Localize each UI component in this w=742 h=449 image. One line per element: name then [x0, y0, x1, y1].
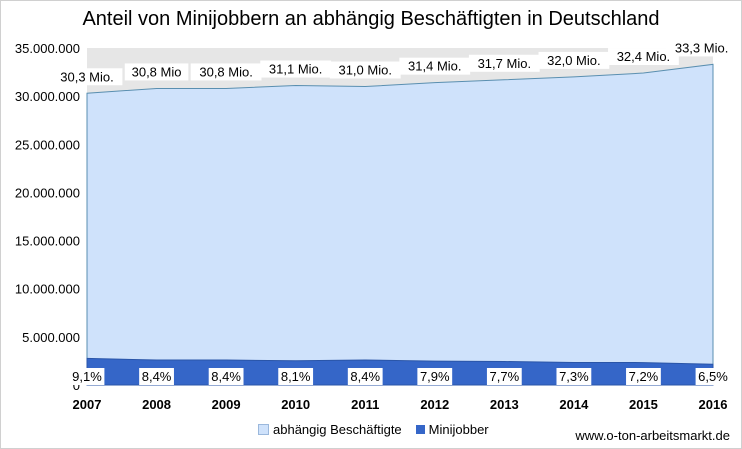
- x-tick-label: 2012: [420, 397, 449, 412]
- y-tick-label: 0: [73, 378, 80, 393]
- x-tick-label: 2010: [281, 397, 310, 412]
- employees-data-label-box: [666, 39, 737, 57]
- y-tick-label: 10.000.000: [15, 282, 80, 297]
- x-tick-label: 2013: [490, 397, 519, 412]
- minijobber-data-label: 8,4%: [142, 369, 172, 384]
- legend-swatch-employees: [258, 424, 269, 435]
- minijobber-data-label-box: [486, 368, 522, 385]
- chart-title: Anteil von Minijobbern an abhängig Besch…: [82, 8, 660, 30]
- legend: abhängig Beschäftigte Minijobber: [258, 422, 503, 437]
- minijobber-data-label: 8,1%: [281, 369, 311, 384]
- minijobber-data-label: 7,3%: [559, 369, 589, 384]
- employees-data-label-box: [260, 60, 332, 78]
- minijobber-data-label-box: [695, 368, 731, 385]
- legend-item-employees: abhängig Beschäftigte: [258, 422, 402, 437]
- y-tick-label: 35.000.000: [15, 41, 80, 56]
- y-tick-label: 25.000.000: [15, 137, 80, 152]
- minijobber-data-label-box: [626, 368, 661, 385]
- employees-data-label-box: [399, 57, 471, 75]
- y-tick-label: 20.000.000: [15, 185, 80, 200]
- legend-item-minijobber: Minijobber: [415, 422, 489, 437]
- x-tick-label: 2014: [559, 397, 589, 412]
- minijobber-data-label-box: [278, 368, 314, 385]
- employees-data-label: 31,7 Mio.: [478, 56, 531, 71]
- employees-data-label: 30,8 Mio: [132, 64, 182, 79]
- employees-data-label: 33,3 Mio.: [675, 40, 728, 55]
- minijobber-data-label: 6,5%: [698, 369, 728, 384]
- employees-data-label-box: [329, 61, 401, 79]
- minijobber-data-label-box: [347, 368, 383, 385]
- employees-data-label: 31,4 Mio.: [408, 59, 461, 74]
- minijobber-data-label-box: [69, 368, 105, 385]
- y-tick-label: 5.000.000: [22, 330, 80, 345]
- x-tick-label: 2015: [629, 397, 658, 412]
- y-tick-label: 15.000.000: [15, 234, 80, 249]
- area-employees: [86, 63, 714, 386]
- employees-data-label: 30,8 Mio.: [199, 64, 252, 79]
- x-tick-label: 2009: [212, 397, 241, 412]
- employees-data-label-box: [190, 63, 262, 81]
- minijobber-data-label-box: [208, 368, 244, 385]
- employees-data-label-box: [538, 51, 610, 69]
- minijobber-data-label: 7,2%: [629, 369, 659, 384]
- minijobber-data-label: 7,7%: [490, 369, 520, 384]
- x-tick-label: 2007: [73, 397, 102, 412]
- employees-data-label: 32,0 Mio.: [547, 53, 600, 68]
- minijobber-data-label-box: [417, 368, 453, 385]
- x-tick-label: 2008: [142, 397, 171, 412]
- legend-swatch-minijobber: [415, 425, 425, 434]
- employees-data-label-box: [608, 48, 679, 66]
- minijobber-data-label-box: [139, 368, 174, 385]
- minijobber-data-label: 7,9%: [420, 369, 450, 384]
- minijobber-data-label-box: [556, 368, 592, 385]
- employees-data-label: 31,0 Mio.: [338, 63, 391, 78]
- y-tick-label: 30.000.000: [15, 89, 80, 104]
- minijobber-data-label: 8,4%: [350, 369, 380, 384]
- employees-data-label: 32,4 Mio.: [617, 49, 670, 64]
- area-minijobber: [86, 357, 714, 386]
- x-tick-label: 2011: [351, 397, 379, 412]
- source-credit: www.o-ton-arbeitsmarkt.de: [575, 428, 730, 443]
- employees-data-label: 31,1 Mio.: [269, 62, 322, 77]
- employees-data-label: 30,3 Mio.: [60, 69, 113, 84]
- legend-label-minijobber: Minijobber: [428, 422, 489, 437]
- minijobber-data-label: 8,4%: [211, 369, 241, 384]
- employees-data-label-box: [468, 54, 540, 72]
- employees-data-label-box: [124, 63, 189, 81]
- employees-data-label-box: [51, 68, 123, 86]
- minijobber-data-label: 9,1%: [72, 369, 102, 384]
- x-tick-label: 2016: [699, 397, 728, 412]
- legend-label-employees: abhängig Beschäftigte: [273, 422, 402, 437]
